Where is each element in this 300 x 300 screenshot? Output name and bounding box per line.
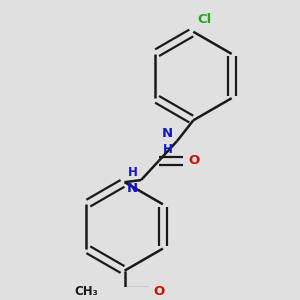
- Text: N: N: [126, 182, 137, 195]
- Text: N: N: [161, 127, 172, 140]
- Text: O: O: [153, 285, 164, 298]
- Text: H: H: [128, 166, 137, 178]
- Text: Cl: Cl: [198, 13, 212, 26]
- Text: CH₃: CH₃: [75, 285, 99, 298]
- Text: O: O: [188, 154, 200, 167]
- Text: H: H: [163, 143, 172, 156]
